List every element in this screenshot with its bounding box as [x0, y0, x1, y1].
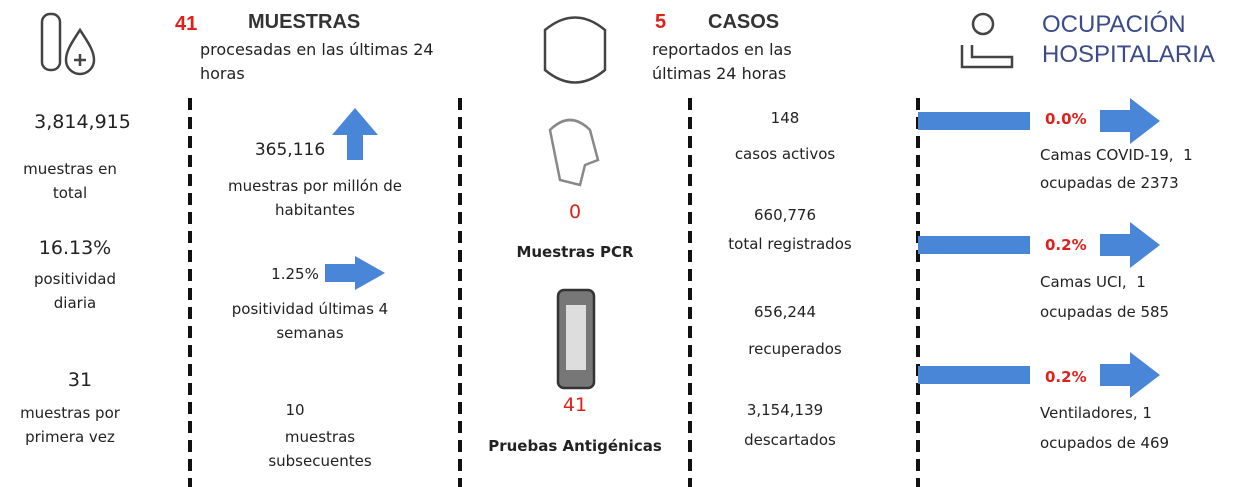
- subtitle: reportados en las últimas 24 horas: [652, 38, 827, 86]
- stat-label: positividad diaria: [25, 267, 125, 315]
- stat-label: recuperados: [725, 337, 865, 361]
- plus: [74, 54, 86, 66]
- stat-value: 3,814,915: [0, 110, 165, 134]
- right-arrow: [1100, 352, 1160, 398]
- antigen-strip: [566, 305, 586, 370]
- stat-value: 3,154,139: [710, 398, 860, 422]
- stat-value: 656,244: [720, 300, 850, 324]
- stat-label: casos activos: [710, 142, 860, 166]
- face-icon: [545, 18, 605, 83]
- stat-value: 10: [255, 398, 335, 422]
- stat-value: 1.25%: [245, 262, 345, 286]
- stat-label: Pruebas Antigénicas: [470, 434, 680, 458]
- pcr-icon: [550, 120, 598, 185]
- stat-value: 0: [525, 200, 625, 224]
- bar: [918, 366, 1030, 384]
- stat-value: 31: [20, 368, 140, 392]
- heading: OCUPACIÓN HOSPITALARIA: [1042, 10, 1242, 70]
- stat-label: Ventiladores, 1 ocupados de 469: [1040, 398, 1215, 458]
- tube-icon: [42, 14, 60, 70]
- stat-label: muestras subsecuentes: [255, 425, 385, 473]
- bed-icon: [962, 45, 1012, 67]
- stat-label: positividad últimas 4 semanas: [220, 297, 400, 345]
- right-arrow: [1100, 98, 1160, 144]
- stat-value: 660,776: [720, 203, 850, 227]
- bar: [918, 236, 1030, 254]
- drop-icon: [66, 30, 94, 74]
- subtitle: procesadas en las últimas 24 horas: [200, 38, 435, 86]
- stat-value: 0.2%: [1045, 233, 1087, 257]
- stat-value: 0.2%: [1045, 365, 1087, 389]
- stat-label: Camas UCI, 1 ocupadas de 585: [1040, 267, 1210, 327]
- stat-value: 365,116: [235, 138, 345, 162]
- right-arrow: [1100, 222, 1160, 268]
- stat-label: muestras por primera vez: [5, 401, 135, 449]
- stat-label: muestras en total: [10, 157, 130, 205]
- heading: MUESTRAS: [248, 10, 360, 34]
- stat-value: 0.0%: [1045, 107, 1087, 131]
- stat-value: 148: [720, 106, 850, 130]
- count: 41: [175, 12, 197, 36]
- stat-label: muestras por millón de habitantes: [220, 174, 410, 222]
- dashboard: 41 MUESTRAS procesadas en las últimas 24…: [0, 0, 1245, 487]
- stat-label: Camas COVID-19, 1 ocupadas de 2373: [1040, 141, 1235, 197]
- stat-value: 16.13%: [15, 236, 135, 260]
- hospital-icon: [973, 14, 993, 34]
- stat-label: descartados: [725, 428, 855, 452]
- count: 5: [655, 10, 666, 34]
- stat-label: Muestras PCR: [485, 240, 665, 264]
- bar: [918, 112, 1030, 130]
- stat-label: total registrados: [705, 232, 875, 256]
- heading: CASOS: [708, 10, 779, 34]
- stat-value: 41: [525, 393, 625, 417]
